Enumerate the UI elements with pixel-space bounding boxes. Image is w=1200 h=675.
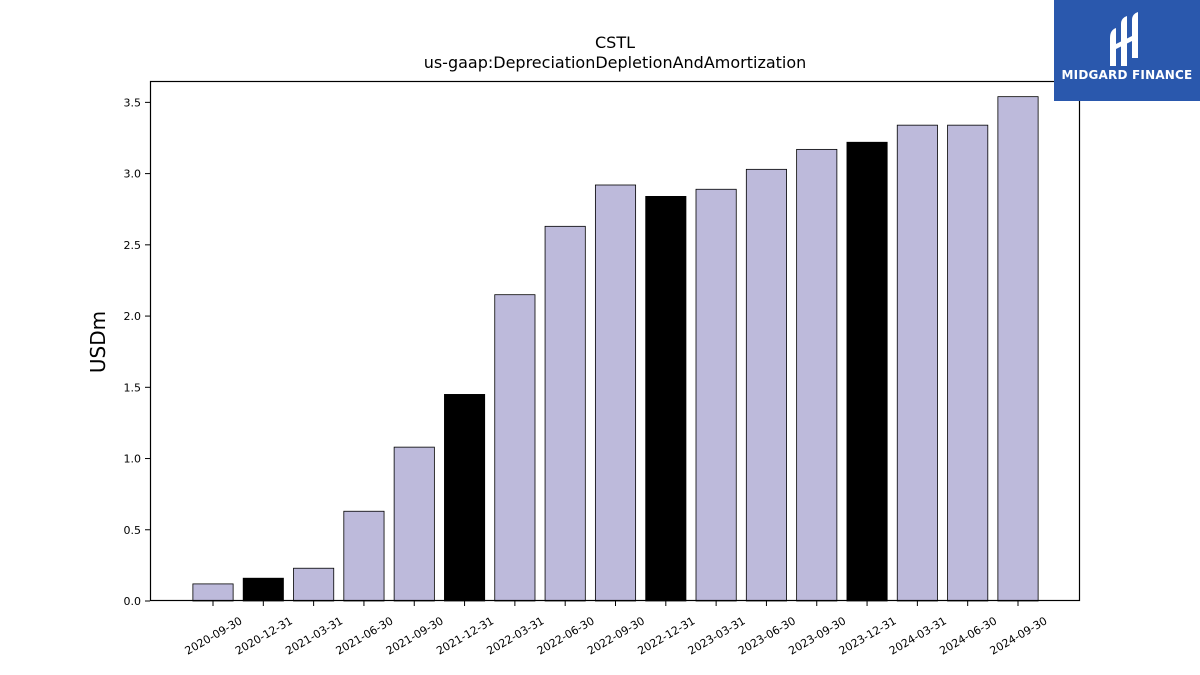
y-tick-label: 1.5 — [124, 381, 142, 394]
y-tick-label: 3.0 — [124, 168, 142, 181]
bar-2024-03-31 — [896, 124, 938, 602]
y-tick-label: 0.0 — [124, 595, 142, 608]
bars-group — [192, 96, 1039, 602]
bar-2023-06-30 — [745, 168, 787, 602]
logo-text: MIDGARD FINANCE — [1061, 68, 1193, 82]
bar-2023-03-31 — [695, 188, 737, 602]
y-axis-ticks: 0.0 0.5 1.0 1.5 2.0 2.5 3.0 3.5 — [124, 96, 150, 608]
y-tick-label: 0.5 — [124, 524, 142, 537]
bar-2024-09-30 — [997, 96, 1039, 602]
chart-subtitle: us-gaap:DepreciationDepletionAndAmortiza… — [424, 53, 807, 72]
y-axis-label: USDm — [86, 311, 110, 373]
bar-2021-06-30 — [343, 510, 385, 602]
bar-2020-09-30 — [192, 583, 234, 602]
bar-2023-12-31 — [846, 141, 888, 602]
bar-2022-03-31 — [494, 294, 536, 602]
y-tick-label: 2.5 — [124, 239, 142, 252]
y-tick-label: 1.0 — [124, 453, 142, 466]
x-tick-label: 2024-09-30 — [988, 614, 1050, 657]
bar-2021-09-30 — [393, 446, 435, 602]
brand-logo: MIDGARD FINANCE — [1054, 0, 1200, 101]
chart-title: CSTL — [595, 33, 635, 52]
bar-2023-09-30 — [796, 148, 838, 602]
bar-2022-12-31 — [645, 195, 687, 602]
bar-2022-09-30 — [594, 184, 637, 602]
y-tick-label: 3.5 — [124, 96, 142, 109]
bar-2024-06-30 — [947, 124, 989, 602]
bar-2020-12-31 — [242, 577, 284, 602]
midgard-logo-icon — [1110, 12, 1138, 66]
bar-2022-06-30 — [544, 225, 586, 602]
bar-2021-12-31 — [444, 394, 486, 602]
plot-frame — [149, 80, 1081, 602]
x-axis-ticks: 2020-09-302020-12-312021-03-312021-06-30… — [183, 601, 1050, 658]
bar-2021-03-31 — [293, 567, 335, 602]
y-tick-label: 2.0 — [124, 310, 142, 323]
